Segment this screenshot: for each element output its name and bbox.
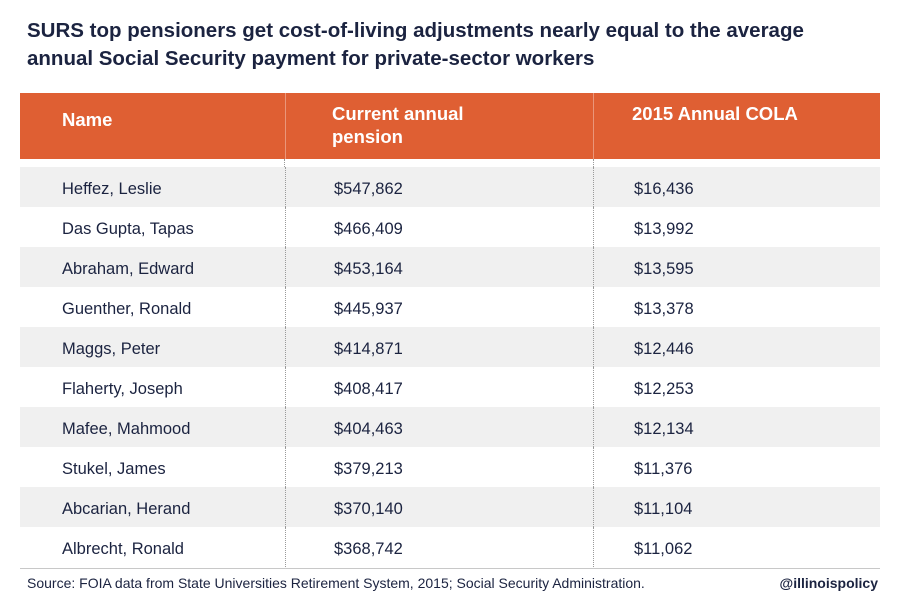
cell-annual-cola: $11,104 <box>593 487 880 527</box>
header-cola-line-1: 2015 Annual COLA <box>632 103 798 124</box>
cell-current-pension: $408,417 <box>285 367 593 407</box>
cell-current-pension: $370,140 <box>285 487 593 527</box>
table-row: Guenther, Ronald $445,937 $13,378 <box>20 287 880 327</box>
cell-annual-cola: $13,992 <box>593 207 880 247</box>
table-header: Name Current annual pension 2015 Annual … <box>20 93 880 159</box>
cell-annual-cola: $12,134 <box>593 407 880 447</box>
cell-current-pension: $547,862 <box>285 167 593 207</box>
cell-annual-cola: $13,595 <box>593 247 880 287</box>
table-row: Das Gupta, Tapas $466,409 $13,992 <box>20 207 880 247</box>
header-pension-line-2: pension <box>332 126 403 147</box>
chart-title: SURS top pensioners get cost-of-living a… <box>27 17 887 73</box>
header-annual-cola: 2015 Annual COLA <box>593 93 880 159</box>
cell-current-pension: $404,463 <box>285 407 593 447</box>
table-body: Heffez, Leslie $547,862 $16,436 Das Gupta, … <box>20 167 880 567</box>
title-line-1: SURS top pensioners get cost-of-living a… <box>27 19 804 42</box>
table-row: Stukel, James $379,213 $11,376 <box>20 447 880 487</box>
cell-annual-cola: $12,446 <box>593 327 880 367</box>
header-name-line-1: Name <box>62 109 113 130</box>
pension-table: Name Current annual pension 2015 Annual … <box>20 93 880 567</box>
cell-name: Abcarian, Herand <box>62 499 191 518</box>
cell-annual-cola: $16,436 <box>593 167 880 207</box>
cell-current-pension: $445,937 <box>285 287 593 327</box>
table-row: Flaherty, Joseph $408,417 $12,253 <box>20 367 880 407</box>
cell-name: Maggs, Peter <box>62 339 161 358</box>
cell-current-pension: $466,409 <box>285 207 593 247</box>
header-pension-line-1: Current annual <box>332 103 464 124</box>
cell-name: Flaherty, Joseph <box>62 379 183 398</box>
cell-annual-cola: $12,253 <box>593 367 880 407</box>
table-row: Abraham, Edward $453,164 $13,595 <box>20 247 880 287</box>
header-name: Name <box>20 93 285 159</box>
cell-name: Albrecht, Ronald <box>62 539 184 558</box>
title-line-2: annual Social Security payment for priva… <box>27 47 595 70</box>
cell-current-pension: $453,164 <box>285 247 593 287</box>
cell-annual-cola: $13,378 <box>593 287 880 327</box>
source-note: Source: FOIA data from State Universitie… <box>27 575 645 591</box>
cell-current-pension: $379,213 <box>285 447 593 487</box>
table-top-spacer <box>20 159 880 167</box>
table-row: Abcarian, Herand $370,140 $11,104 <box>20 487 880 527</box>
header-current-pension: Current annual pension <box>285 93 593 159</box>
table-row: Mafee, Mahmood $404,463 $12,134 <box>20 407 880 447</box>
cell-name: Stukel, James <box>62 459 166 478</box>
cell-name: Guenther, Ronald <box>62 299 192 318</box>
cell-annual-cola: $11,062 <box>593 527 880 567</box>
table-row: Heffez, Leslie $547,862 $16,436 <box>20 167 880 207</box>
cell-current-pension: $414,871 <box>285 327 593 367</box>
social-handle: @illinoispolicy <box>779 575 878 591</box>
cell-current-pension: $368,742 <box>285 527 593 567</box>
cell-name: Heffez, Leslie <box>62 179 162 198</box>
table-row: Albrecht, Ronald $368,742 $11,062 <box>20 527 880 567</box>
table-row: Maggs, Peter $414,871 $12,446 <box>20 327 880 367</box>
cell-name: Das Gupta, Tapas <box>62 219 194 238</box>
cell-name: Abraham, Edward <box>62 259 195 278</box>
cell-name: Mafee, Mahmood <box>62 419 191 438</box>
footer-divider <box>20 568 880 569</box>
cell-annual-cola: $11,376 <box>593 447 880 487</box>
